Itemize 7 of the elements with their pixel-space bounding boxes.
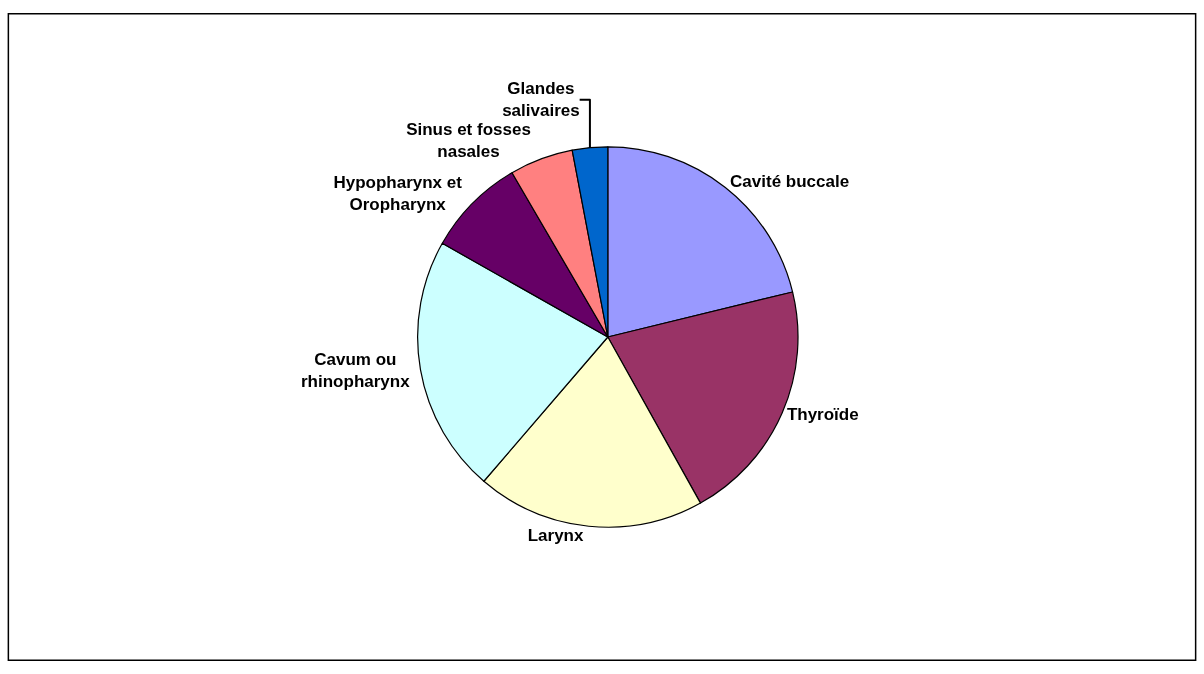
slice-label: Glandes salivaires: [502, 79, 580, 121]
slice-label: Thyroïde: [786, 405, 859, 425]
slice-label: Cavum ou rhinopharynx: [301, 349, 411, 391]
slice-label: Larynx: [527, 526, 584, 546]
slice-label: Hypopharynx et Oropharynx: [333, 172, 463, 214]
slice-label: Sinus et fosses nasales: [406, 120, 531, 162]
slice-label: Cavité buccale: [730, 172, 850, 192]
